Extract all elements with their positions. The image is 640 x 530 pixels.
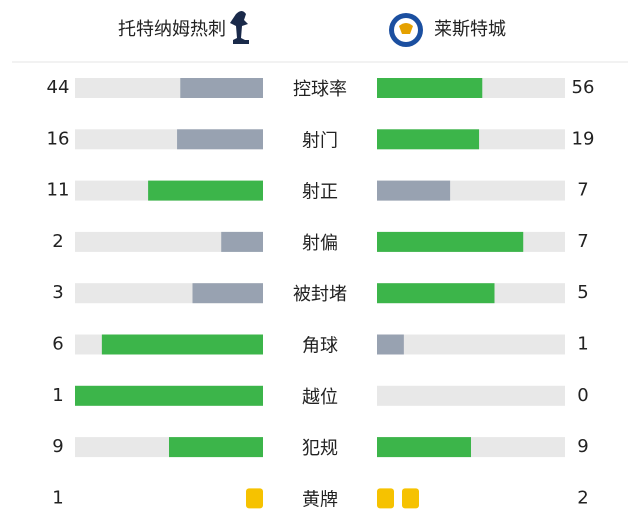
away-bar <box>377 129 480 150</box>
home-value: 1 <box>52 487 63 508</box>
home-team-name: 托特纳姆热刺 <box>118 19 226 40</box>
home-bar <box>169 437 263 458</box>
away-bar <box>377 78 483 98</box>
away-value: 19 <box>572 128 595 149</box>
away-track <box>377 334 565 355</box>
home-bar <box>180 78 263 98</box>
stat-label: 被封堵 <box>293 284 347 305</box>
away-team-name: 莱斯特城 <box>434 19 506 40</box>
away-value: 5 <box>577 282 588 303</box>
stat-label: 犯规 <box>302 438 338 459</box>
away-bar <box>377 283 495 304</box>
away-bar <box>377 437 471 458</box>
yellow-card <box>377 488 394 509</box>
home-bar <box>75 385 263 406</box>
away-bar <box>377 334 404 355</box>
away-value: 1 <box>577 334 588 355</box>
home-logo <box>230 11 249 44</box>
stat-label: 黄牌 <box>302 489 338 510</box>
home-value: 2 <box>52 231 63 252</box>
stat-label: 射门 <box>302 130 338 151</box>
away-value: 9 <box>577 436 588 457</box>
home-bar <box>192 283 263 304</box>
home-value: 1 <box>52 385 63 406</box>
yellow-card <box>402 488 419 509</box>
home-bar <box>148 180 263 201</box>
home-value: 16 <box>47 128 70 149</box>
away-value: 0 <box>577 385 588 406</box>
home-value: 6 <box>52 334 63 355</box>
yellow-card <box>246 488 263 509</box>
away-logo <box>389 13 423 47</box>
stat-label: 射偏 <box>302 233 338 254</box>
away-value: 56 <box>572 77 595 98</box>
home-value: 9 <box>52 436 63 457</box>
home-bar <box>177 129 263 150</box>
home-value: 44 <box>47 77 70 98</box>
stat-label: 射正 <box>302 182 338 203</box>
away-bar <box>377 231 524 252</box>
away-value: 2 <box>577 487 588 508</box>
away-value: 7 <box>577 180 588 201</box>
home-bar <box>101 334 263 355</box>
stat-label: 控球率 <box>293 79 347 100</box>
stat-label: 越位 <box>302 387 338 408</box>
stat-label: 角球 <box>302 336 338 357</box>
home-value: 11 <box>47 180 70 201</box>
away-bar <box>377 180 451 201</box>
away-track <box>377 385 565 406</box>
away-value: 7 <box>577 231 588 252</box>
home-bar <box>221 231 263 252</box>
home-value: 3 <box>52 282 63 303</box>
home-track <box>75 231 263 252</box>
